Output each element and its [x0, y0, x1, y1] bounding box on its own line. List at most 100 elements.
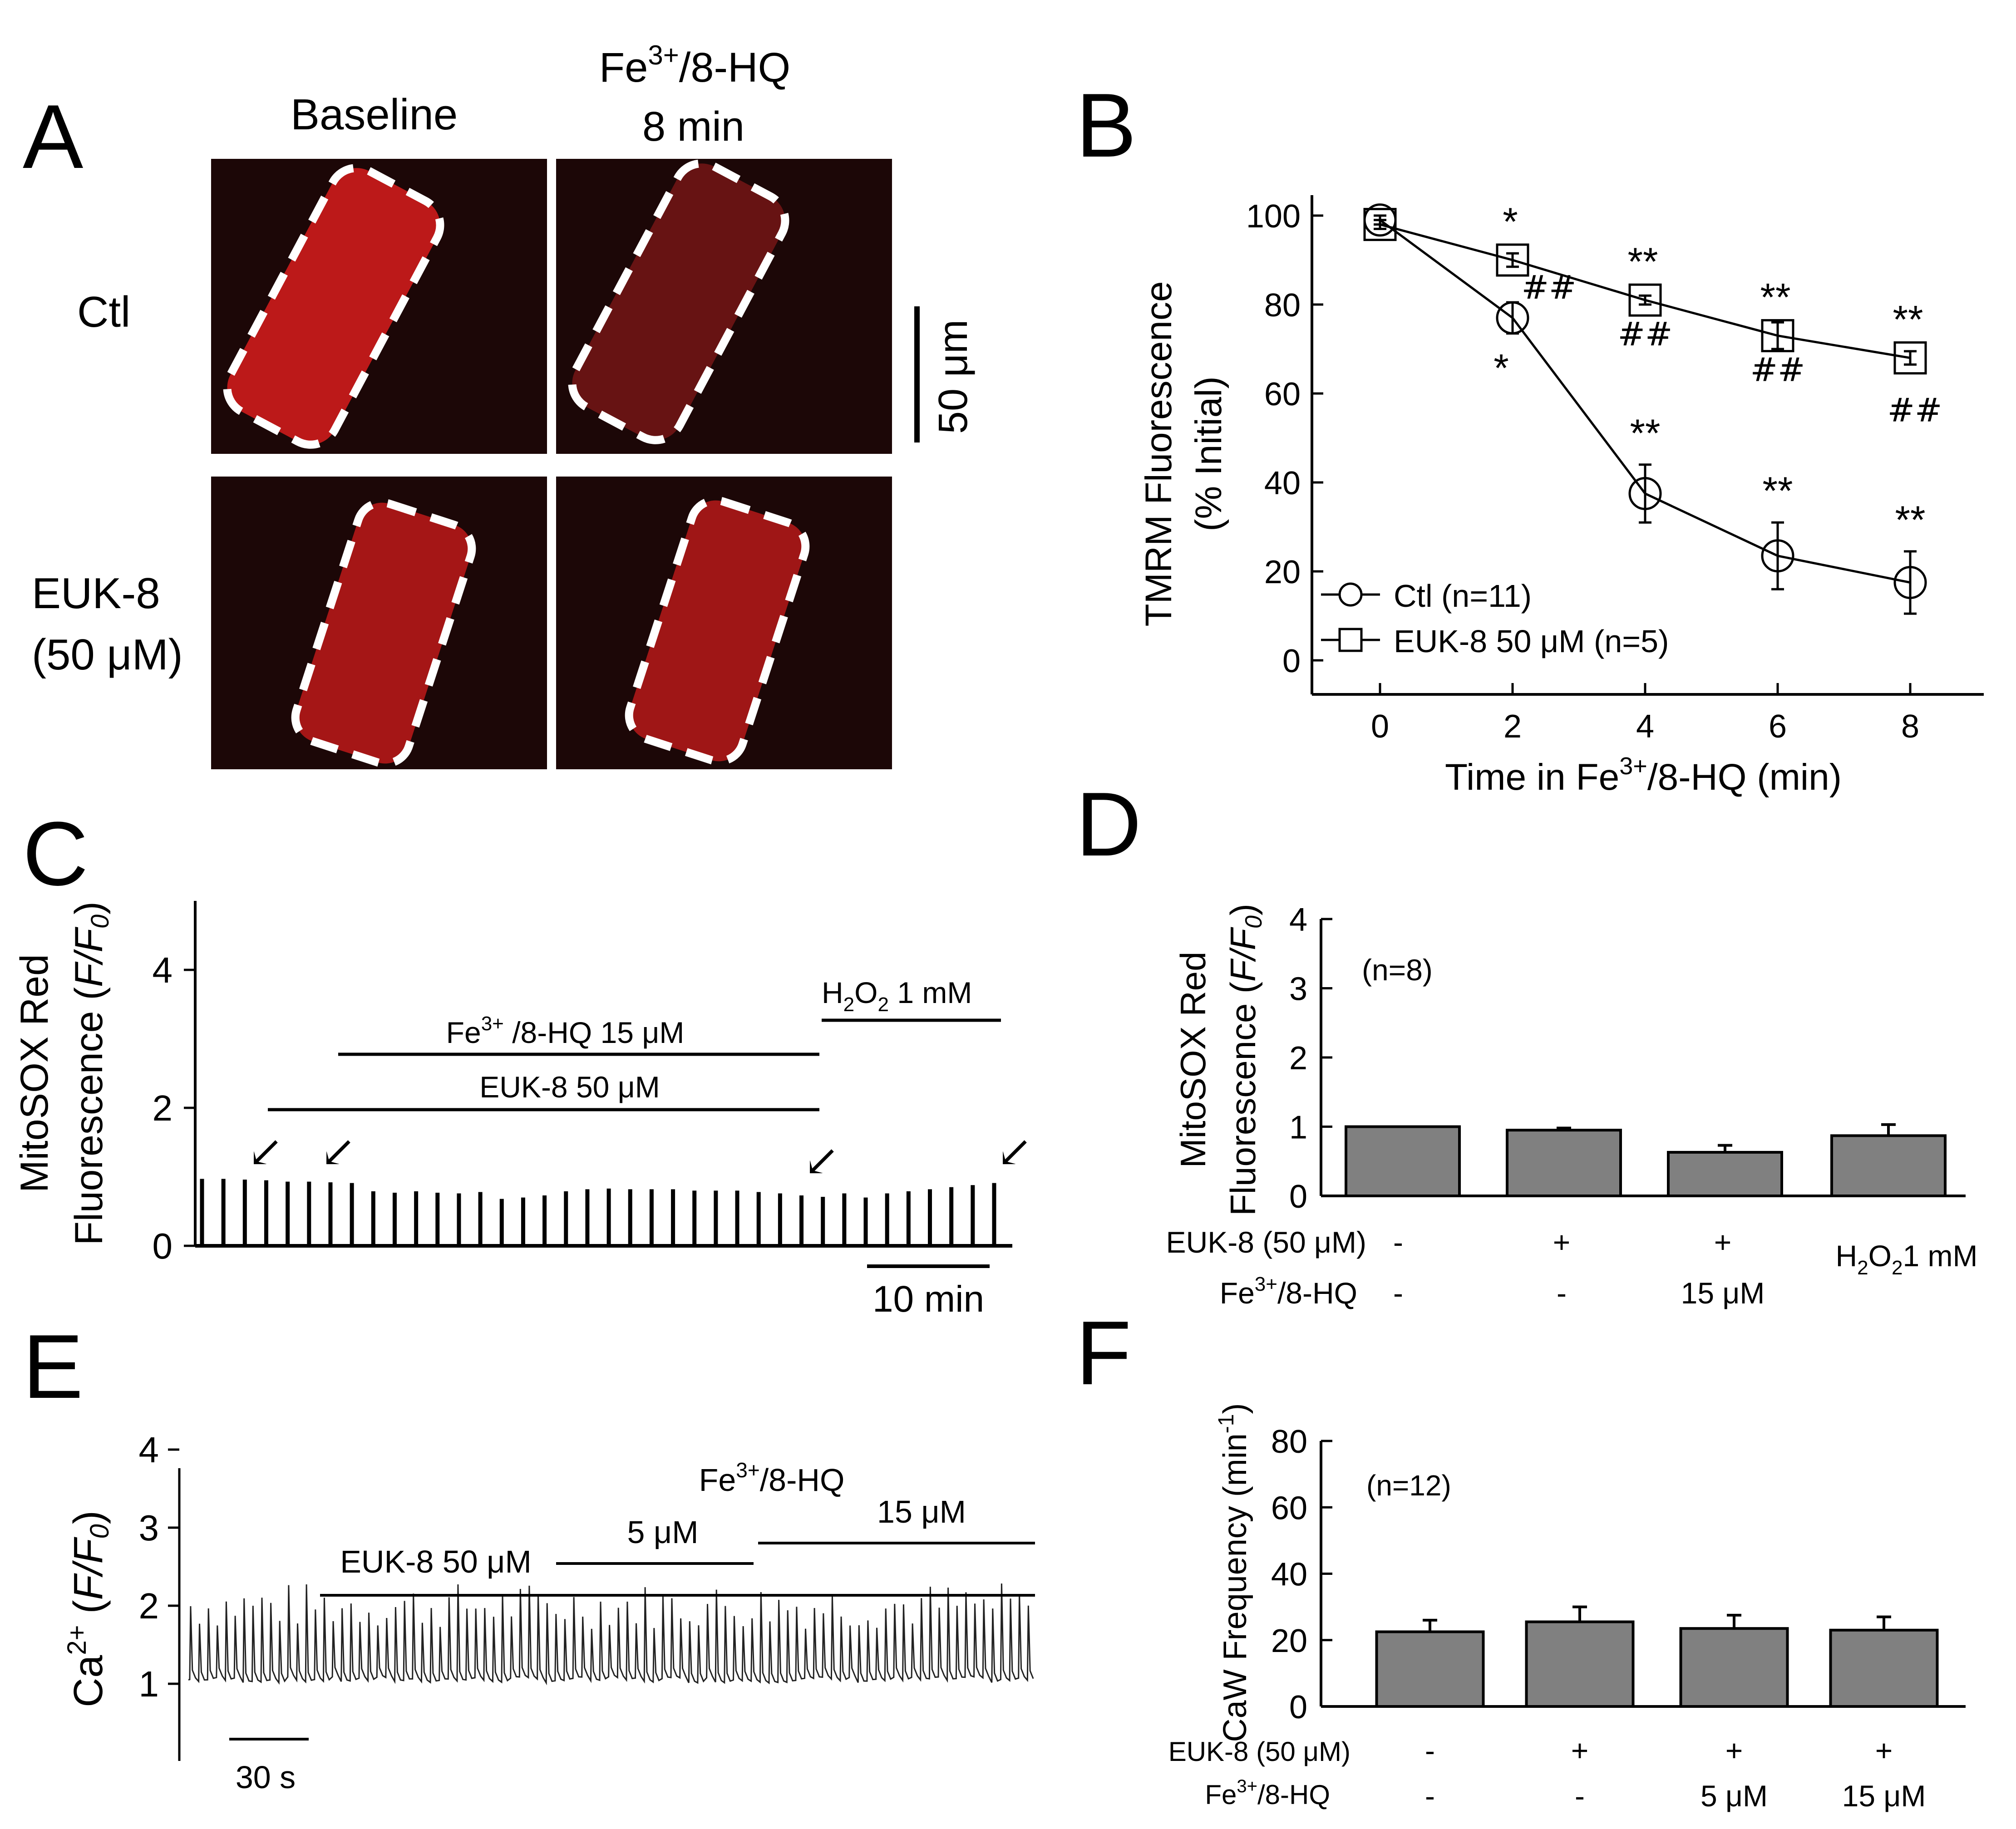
c-arrow-4: ↙: [996, 1127, 1033, 1177]
f-ytick-label: 0: [1289, 1689, 1307, 1726]
b-ylabel-2: (% Initial): [1188, 376, 1229, 531]
c-arrow-1: ↙: [247, 1127, 284, 1177]
f-row1-v3: +: [1725, 1734, 1743, 1767]
b-sig-euk: **: [1760, 276, 1791, 320]
panel-letter-c: C: [23, 803, 88, 905]
f-ylabel: CaW Frequency (min-1): [1214, 1403, 1253, 1742]
b-xtick-label: 0: [1371, 708, 1389, 745]
panel-e-chart: 1 2 3 4 Ca2+ (F/F0) EUK-8 50 μM Fe3+/8-HQ 5…: [62, 1430, 1035, 1795]
e-ylabel: Ca2+ (F/F0): [62, 1510, 114, 1707]
f-row1-label: EUK-8 (50 μM): [1168, 1736, 1351, 1767]
d-row1-v3: +: [1714, 1225, 1732, 1259]
f-ytick-label: 40: [1271, 1557, 1307, 1593]
f-row2-v3: 5 μM: [1701, 1779, 1768, 1813]
e-scale-label: 30 s: [236, 1760, 296, 1795]
b-sig-hash: ##: [1888, 391, 1942, 429]
e-ytick-label: 2: [139, 1586, 159, 1626]
b-xtick-label: 2: [1503, 708, 1522, 745]
panel-letter-f: F: [1076, 1303, 1131, 1404]
b-point-ctl: [1628, 477, 1662, 510]
d-ytick-label: 0: [1289, 1179, 1307, 1215]
d-n-label: (n=8): [1362, 953, 1433, 987]
d-row2-label: Fe3+/8-HQ: [1220, 1273, 1357, 1310]
b-sig-ctl: **: [1763, 469, 1793, 513]
b-sig-hash: ##: [1618, 315, 1673, 353]
c-arrow-2: ↙: [320, 1127, 356, 1177]
legend-euk-label: EUK-8 50 μM (n=5): [1394, 624, 1669, 659]
b-sig-ctl: **: [1630, 412, 1661, 455]
f-ytick-label: 80: [1271, 1424, 1307, 1460]
column-label-time: 8 min: [642, 103, 744, 150]
legend-circle-marker: [1338, 582, 1363, 607]
f-row2-v1: -: [1425, 1779, 1435, 1813]
e-ytick-label: 3: [139, 1508, 159, 1548]
b-point-euk: [1761, 319, 1794, 353]
c-ylabel-2: Fluorescence (F/F0): [67, 901, 114, 1245]
c-bar-euk-label: EUK-8 50 μM: [479, 1070, 660, 1104]
e-ytick-label: 1: [139, 1664, 159, 1704]
panel-c-chart: 0 2 4 MitoSOX Red Fluorescence (F/F0) Fe3+…: [13, 901, 1033, 1320]
b-sig-euk: *: [1503, 200, 1518, 244]
b-ytick-label: 100: [1246, 198, 1301, 235]
legend-square-marker: [1338, 628, 1363, 652]
d-ytick-label: 2: [1289, 1040, 1307, 1077]
column-label-treatment: Fe3+/8-HQ: [599, 40, 790, 91]
e-calcium-trace: [188, 1583, 1034, 1686]
d-bar: [1345, 1125, 1461, 1197]
cell-ctl-treated: [572, 163, 785, 440]
b-xtick-label: 6: [1769, 708, 1787, 745]
c-ytick-label: 2: [153, 1088, 173, 1128]
cell-euk-baseline: [295, 502, 472, 764]
cell-ctl-baseline: [227, 168, 440, 445]
b-xtick-label: 8: [1901, 708, 1919, 745]
b-xtick-label: 4: [1636, 708, 1654, 745]
b-sig-ctl: *: [1494, 346, 1508, 390]
f-ytick-label: 60: [1271, 1490, 1307, 1526]
roi-outline: [568, 159, 789, 444]
c-ytick-label: 4: [153, 950, 173, 990]
d-bar: [1667, 1150, 1783, 1198]
d-ylabel-1: MitoSOX Red: [1173, 952, 1213, 1168]
row-label-euk8: EUK-8: [32, 569, 160, 618]
b-ytick-label: 60: [1264, 376, 1301, 413]
d-bar: [1506, 1129, 1622, 1197]
panel-a-images: Baseline Fe3+/8-HQ 8 min Ctl EUK-8 (50 μ…: [32, 40, 976, 769]
d-row1-label: EUK-8 (50 μM): [1166, 1225, 1366, 1259]
f-row2-v2: -: [1575, 1779, 1585, 1813]
d-row2-v3: 15 μM: [1681, 1276, 1765, 1310]
c-scale-label: 10 min: [872, 1278, 984, 1320]
b-sig-euk: **: [1628, 240, 1658, 284]
b-sig-hash: ##: [1750, 351, 1805, 389]
d-row1-v2: +: [1553, 1225, 1571, 1259]
e-bar-15um-label: 15 μM: [877, 1494, 966, 1529]
b-ytick-label: 80: [1264, 287, 1301, 324]
b-point-ctl: [1761, 539, 1794, 573]
b-point-euk: [1496, 243, 1529, 277]
d-ytick-label: 3: [1289, 971, 1307, 1008]
b-ytick-label: 0: [1282, 643, 1301, 679]
d-row1-v4: H2O21 mM: [1836, 1239, 1978, 1279]
c-arrow-3: ↙: [803, 1136, 840, 1186]
f-row1-v2: +: [1571, 1734, 1589, 1767]
b-point-euk: [1363, 208, 1397, 241]
d-ytick-label: 1: [1289, 1110, 1307, 1146]
cell-euk-treated: [629, 500, 806, 762]
d-ytick-label: 4: [1289, 902, 1307, 938]
roi-outline: [223, 164, 444, 449]
b-ytick-label: 20: [1264, 554, 1301, 590]
b-legend: Ctl (n=11) EUK-8 50 μM (n=5): [1321, 578, 1669, 659]
b-point-ctl: [1496, 301, 1529, 334]
c-ytick-label: 0: [153, 1226, 173, 1266]
e-bar-fe-title: Fe3+/8-HQ: [699, 1458, 845, 1498]
f-row1-v4: +: [1875, 1734, 1893, 1767]
f-bar: [1679, 1627, 1789, 1708]
e-bar-euk-label: EUK-8 50 μM: [340, 1544, 532, 1579]
f-bar: [1829, 1628, 1939, 1708]
e-bar-5um-label: 5 μM: [627, 1514, 698, 1550]
row-label-ctl: Ctl: [77, 288, 130, 336]
d-row1-v1: -: [1393, 1225, 1403, 1259]
b-sig-hash: ##: [1522, 268, 1577, 306]
legend-ctl-label: Ctl (n=11): [1394, 578, 1532, 614]
f-ytick-label: 20: [1271, 1623, 1307, 1659]
